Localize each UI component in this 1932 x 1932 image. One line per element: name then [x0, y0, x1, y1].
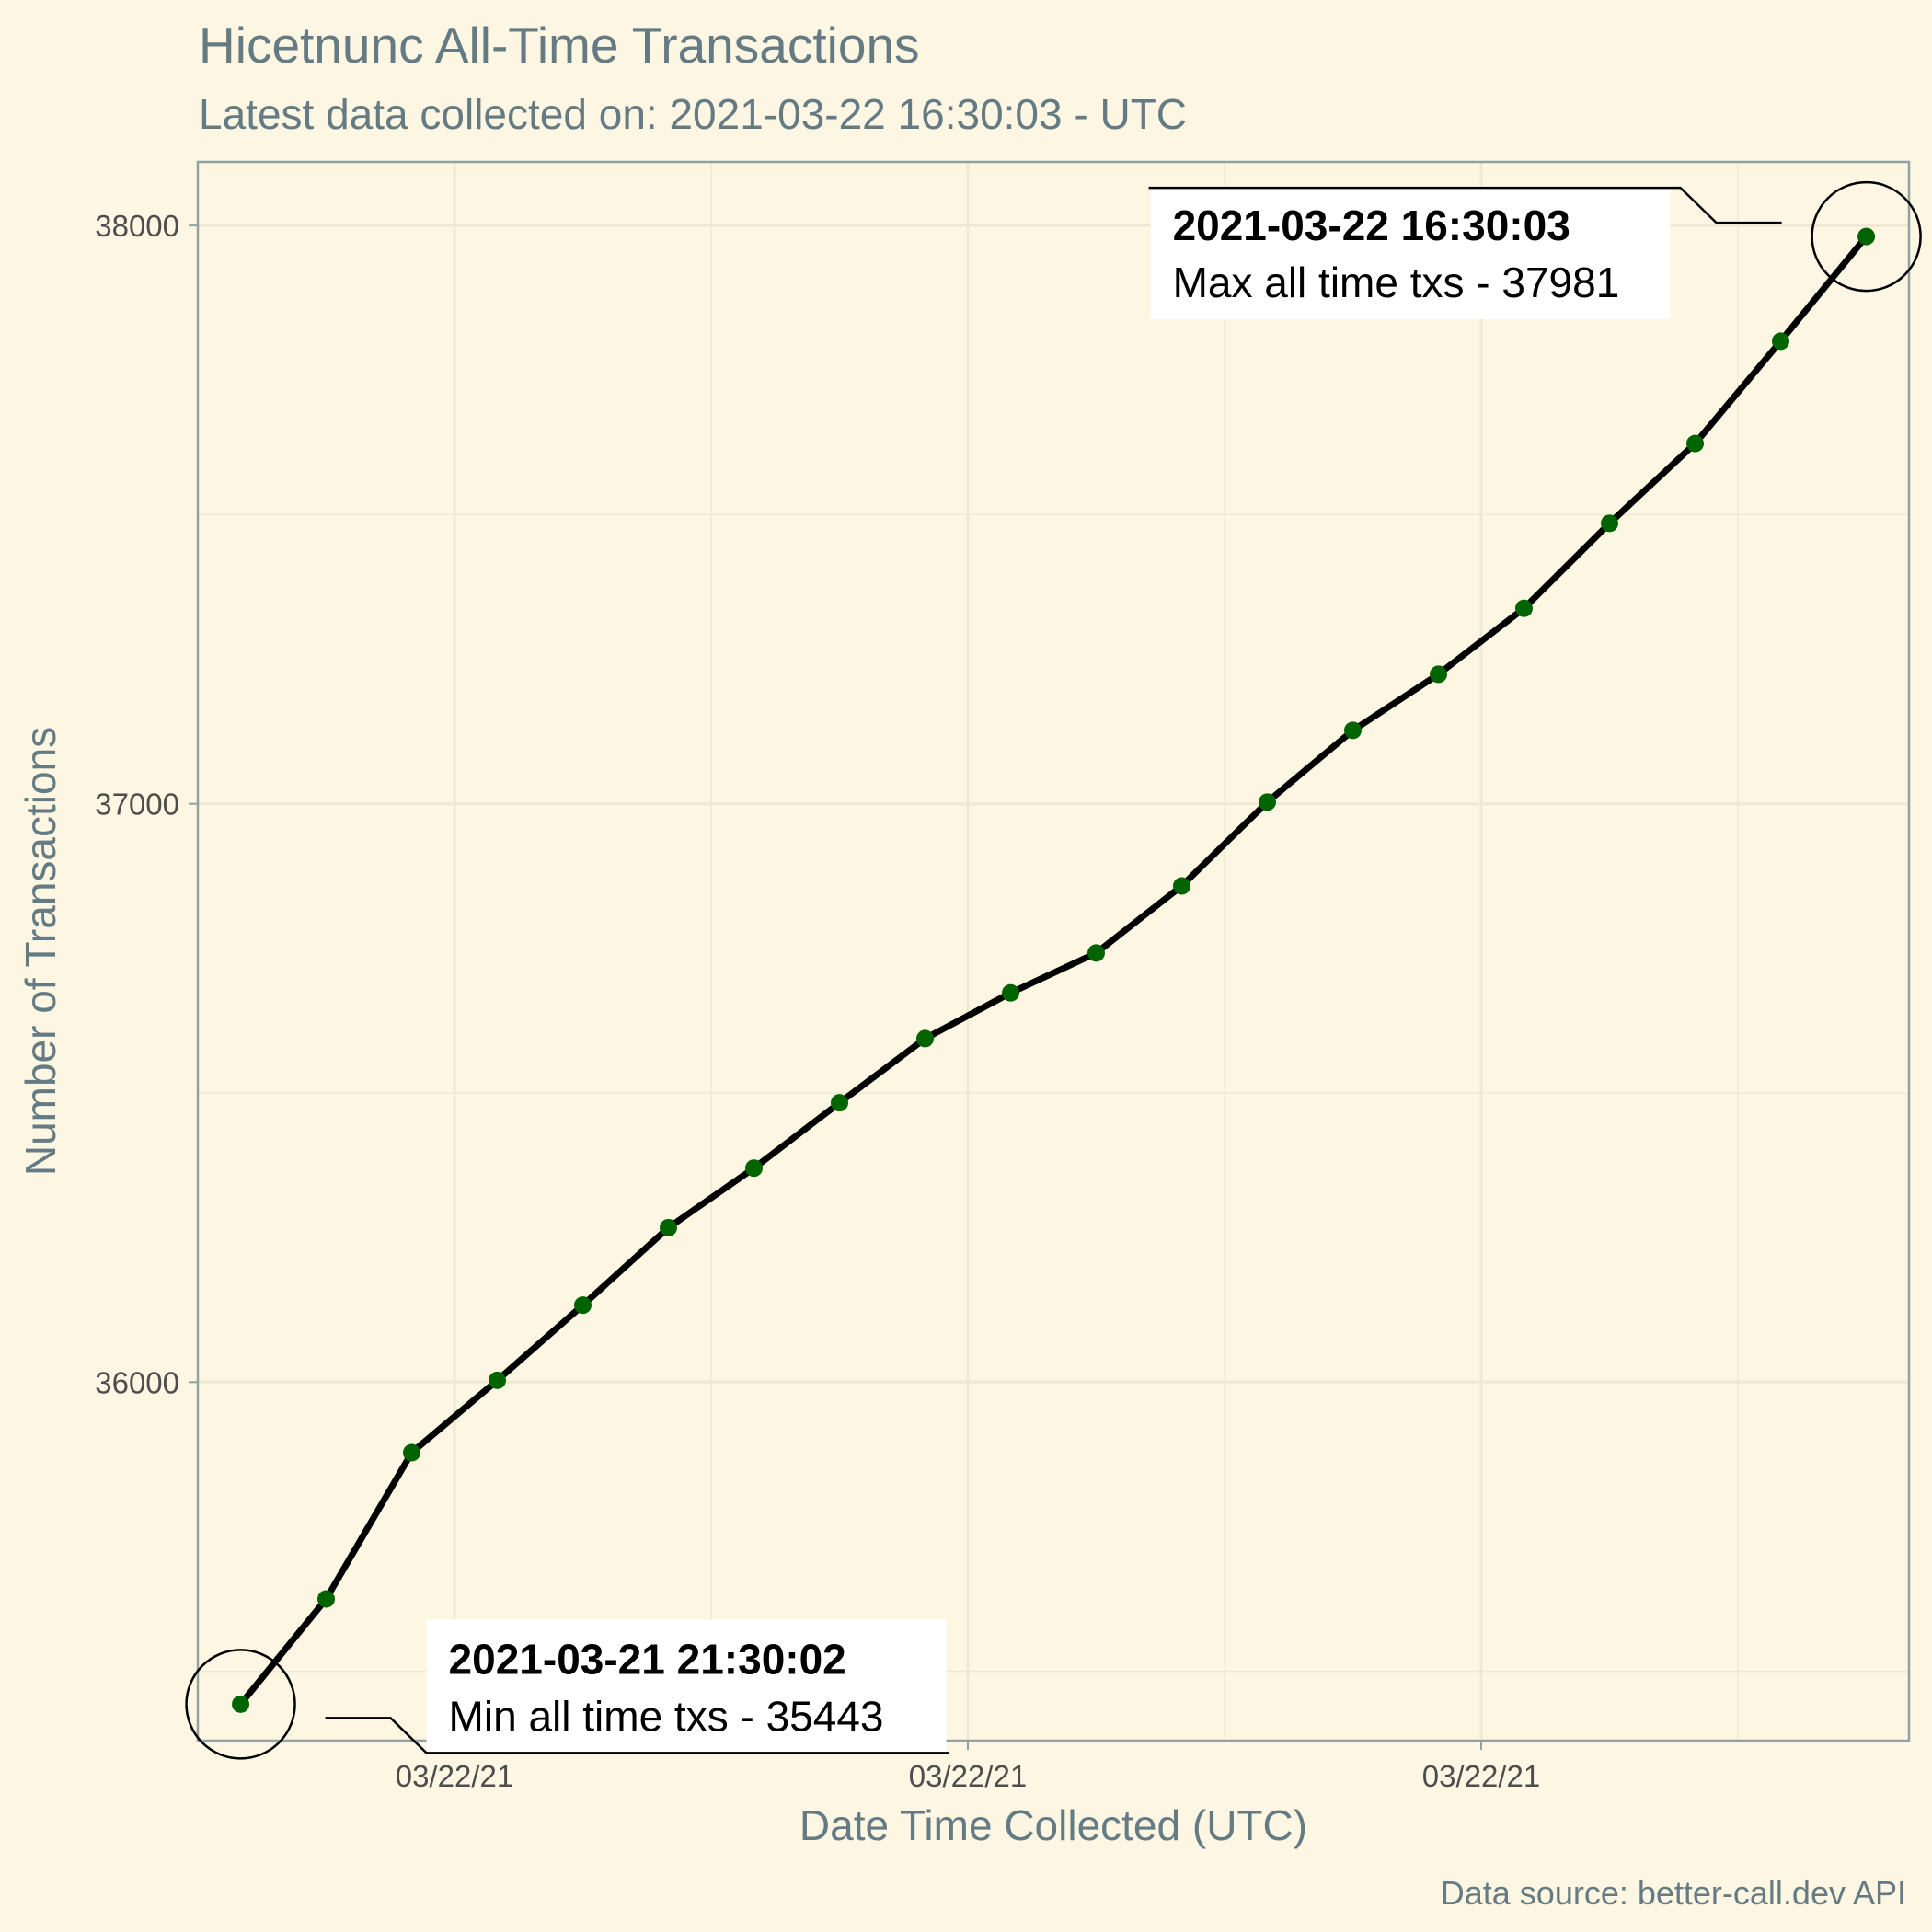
x-tick-label: 03/22/21	[1422, 1759, 1540, 1793]
data-point	[916, 1029, 934, 1048]
data-point	[1002, 983, 1019, 1002]
data-point	[1430, 665, 1447, 684]
data-point	[831, 1094, 848, 1112]
data-point	[403, 1443, 420, 1462]
data-point	[1515, 599, 1533, 617]
x-tick-label: 03/22/21	[909, 1759, 1027, 1793]
y-axis-title: Number of Transactions	[17, 727, 64, 1176]
max-label-text: Max all time txs - 37981	[1173, 259, 1620, 306]
min-label: 2021-03-21 21:30:02 Min all time txs - 35…	[426, 1619, 947, 1754]
x-axis-title: Date Time Collected (UTC)	[799, 1801, 1307, 1849]
series	[232, 227, 1876, 1713]
data-point	[1344, 721, 1362, 740]
x-tick-label: 03/22/21	[396, 1759, 513, 1793]
max-label: 2021-03-22 16:30:03 Max all time txs - 37…	[1150, 186, 1671, 320]
data-point	[1087, 944, 1105, 962]
data-point	[745, 1159, 763, 1178]
min-highlight-circle	[185, 1649, 296, 1760]
data-point	[489, 1371, 506, 1389]
data-point	[574, 1296, 592, 1315]
data-point	[1259, 793, 1276, 811]
max-label-box	[1150, 186, 1671, 320]
data-point	[1857, 227, 1876, 246]
chart-subtitle: Latest data collected on: 2021-03-22 16:…	[199, 90, 1187, 138]
max-highlight-circle	[1811, 180, 1922, 293]
data-point	[1601, 514, 1618, 533]
y-tick-label: 36000	[95, 1365, 179, 1399]
data-point	[1173, 877, 1190, 895]
series-line	[237, 233, 1870, 1708]
min-label-text: Min all time txs - 35443	[449, 1692, 884, 1740]
min-leader-line	[325, 1717, 949, 1754]
min-label-timestamp: 2021-03-21 21:30:02	[449, 1635, 846, 1683]
data-point	[232, 1695, 250, 1713]
data-point	[1772, 332, 1789, 351]
plot-border	[196, 160, 1911, 1742]
min-label-box	[426, 1619, 947, 1754]
ticks: 36000 37000 38000 03/22/21 03/22/21 03/22/21	[95, 209, 1540, 1793]
data-point	[660, 1218, 677, 1236]
data-source-caption: Data source: better-call.dev API	[1441, 1874, 1906, 1912]
max-label-timestamp: 2021-03-22 16:30:03	[1173, 201, 1570, 249]
data-point	[317, 1590, 335, 1608]
y-tick-label: 38000	[95, 209, 179, 243]
chart-title: Hicetnunc All-Time Transactions	[199, 17, 920, 74]
data-point	[1686, 434, 1704, 453]
max-leader-line	[1148, 186, 1782, 224]
annotations: 2021-03-21 21:30:02 Min all time txs - 35…	[185, 180, 1922, 1760]
y-tick-label: 37000	[95, 788, 179, 822]
